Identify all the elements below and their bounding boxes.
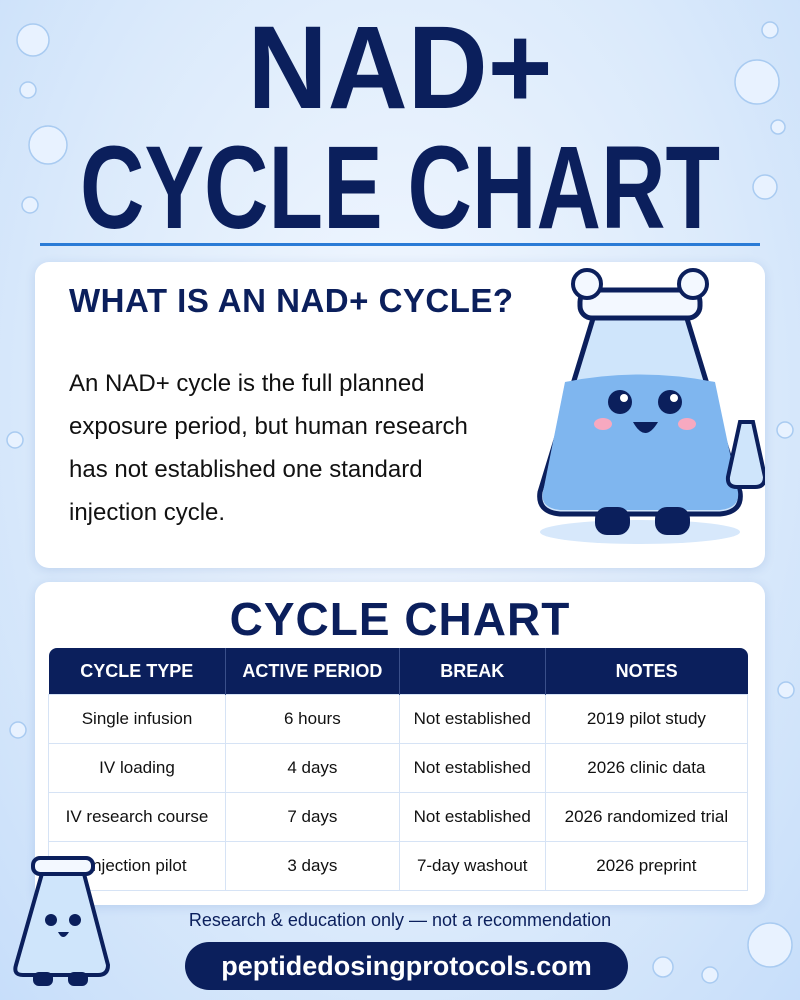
title: NAD+ CYCLE CHART	[80, 2, 720, 240]
title-line: NAD+	[248, 2, 553, 134]
table-row: Single infusion 6 hours Not established 201…	[48, 694, 749, 744]
table-row: IV loading 4 days Not established 2026 clin…	[48, 743, 749, 793]
header-row: CYCLE TYPE ACTIVE PERIOD BREAK NOTES	[48, 648, 748, 695]
column-header: ACTIVE PERIOD	[224, 648, 400, 695]
intro-heading: WHAT IS AN NAD+ CYCLE?	[69, 282, 514, 319]
table-cell: 2019 pilot study	[544, 694, 749, 744]
cycle-table: CYCLE TYPE ACTIVE PERIOD BREAK NOTES Single…	[48, 648, 749, 891]
disclaimer: Research & education only — not a recomm…	[188, 910, 612, 930]
intro-text: An NAD+ cycle is the full planned exposu…	[69, 370, 468, 526]
table-cell: Not established	[398, 792, 546, 842]
column-header: NOTES	[544, 648, 748, 695]
table-cell: 4 days	[224, 743, 400, 793]
table-title: CYCLE CHART	[229, 593, 571, 645]
column-header: BREAK	[398, 648, 546, 695]
bubble-group	[6, 21, 795, 984]
table-cell: Single infusion	[48, 694, 226, 744]
table-cell: Injection pilot	[48, 841, 226, 891]
table-cell: Not established	[398, 694, 546, 744]
url-pill[interactable]: peptidedosingprotocols.com	[185, 942, 628, 990]
table-cell: Not established	[398, 743, 546, 793]
table-cell: 3 days	[224, 841, 400, 891]
mascot	[537, 268, 765, 544]
table-row: Injection pilot 3 days 7-day washout 2026 p…	[48, 841, 749, 891]
mascot-small	[13, 856, 111, 986]
table-cell: 2026 preprint	[544, 841, 749, 891]
table-card: CYCLE CHART CYCLE TYPE ACTIVE PERIOD BREAK…	[35, 582, 765, 905]
table-row: IV research course 7 days Not established 2…	[48, 792, 749, 842]
table-cell: 7-day washout	[398, 841, 546, 891]
table-cell: 7 days	[224, 792, 400, 842]
divider	[40, 243, 760, 246]
column-header: CYCLE TYPE	[48, 648, 226, 695]
table-cell: 6 hours	[224, 694, 400, 744]
title-line: CYCLE CHART	[80, 122, 720, 240]
table-cell: IV research course	[48, 792, 226, 842]
table-cell: 2026 clinic data	[544, 743, 749, 793]
table-cell: IV loading	[48, 743, 226, 793]
intro-card: WHAT IS AN NAD+ CYCLE? An NAD+ cycle is …	[35, 262, 765, 568]
table-cell: 2026 randomized trial	[544, 792, 749, 842]
